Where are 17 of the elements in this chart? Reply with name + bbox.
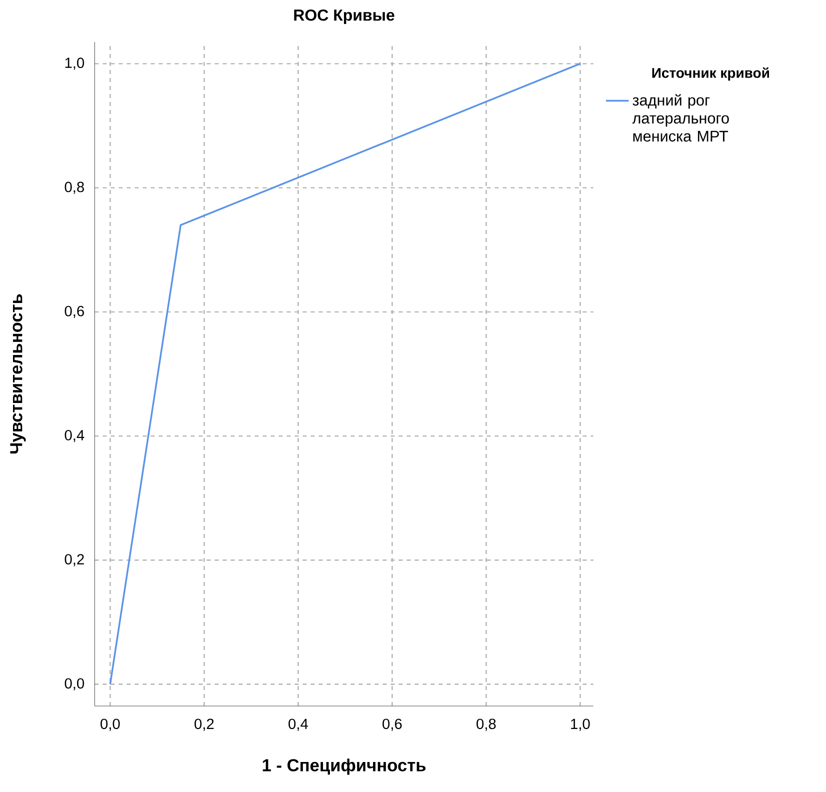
x-tick-label: 0,6 bbox=[382, 718, 402, 731]
y-tick-label: 0,8 bbox=[64, 182, 84, 194]
y-tick-label: 0,6 bbox=[64, 306, 84, 318]
y-tick-label: 0,4 bbox=[64, 430, 84, 442]
x-axis-title: 1 - Специфичность bbox=[262, 758, 426, 775]
x-tick-label: 1,0 bbox=[571, 718, 590, 731]
legend-label: задний рог латерального мениска МРТ bbox=[632, 94, 729, 142]
legend-title: Источник кривой bbox=[652, 67, 769, 81]
x-tick-label: 0,0 bbox=[100, 718, 120, 731]
x-tick-label: 0,8 bbox=[476, 718, 496, 731]
x-tick-label: 0,4 bbox=[288, 718, 308, 731]
x-tick-label: 0,2 bbox=[194, 718, 214, 731]
y-tick-label: 0,2 bbox=[64, 554, 84, 566]
y-tick-label: 0,0 bbox=[64, 678, 84, 690]
y-tick-label: 1,0 bbox=[65, 58, 84, 70]
chart-title: ROC Кривые bbox=[294, 9, 394, 24]
y-axis-title: Чувствительность bbox=[10, 294, 26, 454]
